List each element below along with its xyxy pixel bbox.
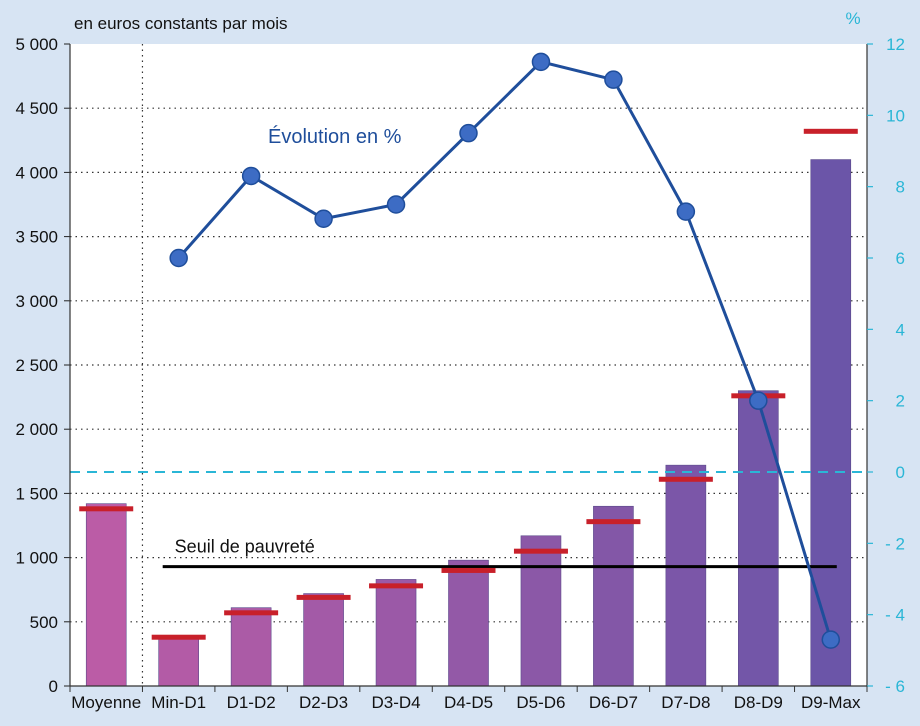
right-tick-label: 10 [886, 106, 905, 125]
marker [296, 594, 351, 600]
category-label: D3-D4 [371, 693, 420, 712]
marker [224, 610, 279, 616]
right-tick-label: 8 [896, 178, 905, 197]
marker [586, 519, 641, 525]
right-tick-label: - 2 [885, 534, 905, 553]
left-tick-label: 5 000 [15, 35, 58, 54]
bar [810, 159, 852, 687]
evolution-point [821, 630, 841, 649]
marker [658, 476, 713, 482]
right-tick-label: 0 [896, 463, 905, 482]
category-label: D7-D8 [661, 693, 710, 712]
category-label: D1-D2 [227, 693, 276, 712]
category-label: D6-D7 [589, 693, 638, 712]
bar [520, 535, 562, 687]
right-tick-label: 4 [896, 320, 905, 339]
right-tick-label: - 4 [885, 606, 905, 625]
evolution-point [676, 202, 696, 221]
evolution-point [314, 209, 333, 229]
category-label: Moyenne [71, 693, 141, 712]
bar [85, 503, 127, 687]
bar [230, 607, 272, 687]
left-tick-label: 3 500 [15, 228, 58, 247]
poverty-threshold-label: Seuil de pauvreté [175, 537, 315, 557]
evolution-point [241, 166, 261, 186]
category-label: D5-D6 [516, 693, 565, 712]
evolution-label: Évolution en % [268, 125, 402, 148]
marker [369, 583, 424, 589]
right-axis-unit: % [845, 9, 860, 28]
category-label: D8-D9 [734, 693, 783, 712]
marker [513, 548, 568, 554]
left-tick-label: 2 500 [15, 356, 58, 375]
bar [375, 579, 417, 687]
category-label: D9-Max [801, 693, 861, 712]
evolution-point [749, 391, 768, 410]
evolution-point [604, 70, 623, 89]
left-tick-label: 0 [49, 677, 58, 696]
evolution-point [531, 52, 551, 72]
right-tick-label: - 6 [885, 677, 905, 696]
marker [151, 634, 206, 640]
bar [593, 505, 634, 687]
right-tick-label: 6 [896, 249, 905, 268]
evolution-point [169, 248, 188, 268]
left-axis-unit: en euros constants par mois [74, 14, 288, 33]
bar [665, 464, 707, 687]
category-label: D4-D5 [444, 693, 493, 712]
evolution-line [177, 60, 833, 641]
right-tick-label: 12 [886, 35, 905, 54]
left-tick-label: 1 500 [15, 484, 58, 503]
marker [441, 567, 496, 573]
left-tick-label: 1 000 [15, 549, 58, 568]
marker [79, 506, 134, 512]
category-label: Min-D1 [151, 693, 206, 712]
bar [738, 390, 779, 687]
evolution-point [386, 195, 406, 214]
left-tick-label: 500 [30, 613, 58, 632]
category-label: D2-D3 [299, 693, 348, 712]
left-tick-label: 2 000 [15, 420, 58, 439]
marker [803, 128, 858, 134]
evolution-point [459, 123, 478, 143]
left-tick-label: 4 500 [15, 99, 58, 118]
bar [448, 559, 489, 687]
bar [303, 593, 344, 687]
left-tick-label: 3 000 [15, 292, 58, 311]
bar [158, 636, 199, 687]
left-tick-label: 4 000 [15, 163, 58, 182]
right-tick-label: 2 [896, 392, 905, 411]
